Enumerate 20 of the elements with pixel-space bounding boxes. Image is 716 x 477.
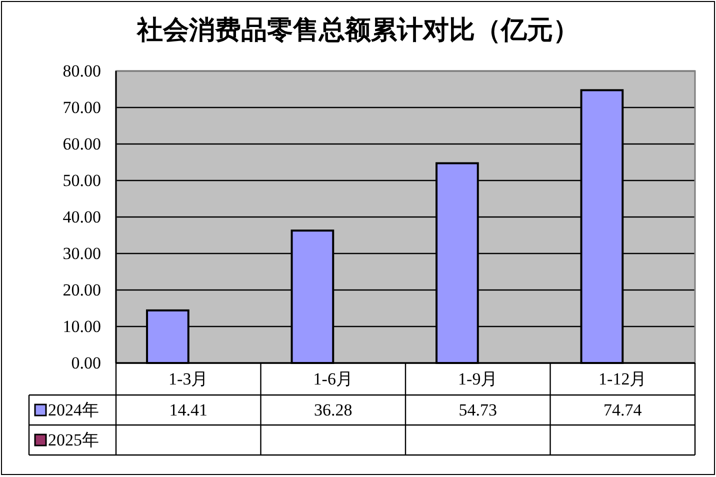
y-tick-label: 50.00 — [62, 171, 101, 190]
data-label: 14.41 — [169, 400, 208, 420]
y-tick-label: 10.00 — [62, 317, 101, 336]
x-tick-label: 1-9月 — [458, 370, 498, 388]
chart-title: 社会消费品零售总额累计对比（亿元） — [136, 16, 579, 44]
y-tick-label: 60.00 — [62, 134, 101, 154]
y-tick-label: 30.00 — [62, 244, 101, 263]
y-tick-label: 40.00 — [62, 208, 101, 226]
data-label: 54.73 — [458, 400, 497, 420]
data-label: 36.28 — [314, 400, 352, 420]
y-tick-label: 0.00 — [71, 354, 101, 372]
x-tick-label: 1-3月 — [168, 370, 208, 388]
y-tick-label: 20.00 — [62, 280, 101, 300]
data-label: 74.74 — [604, 400, 642, 420]
y-tick-label: 70.00 — [62, 98, 101, 117]
x-tick-label: 1-6月 — [313, 370, 353, 388]
legend-label: 2024年 — [48, 400, 99, 420]
legend-label: 2025年 — [48, 430, 99, 450]
x-tick-label: 1-12月 — [598, 370, 647, 388]
y-tick-label: 80.00 — [62, 62, 101, 80]
